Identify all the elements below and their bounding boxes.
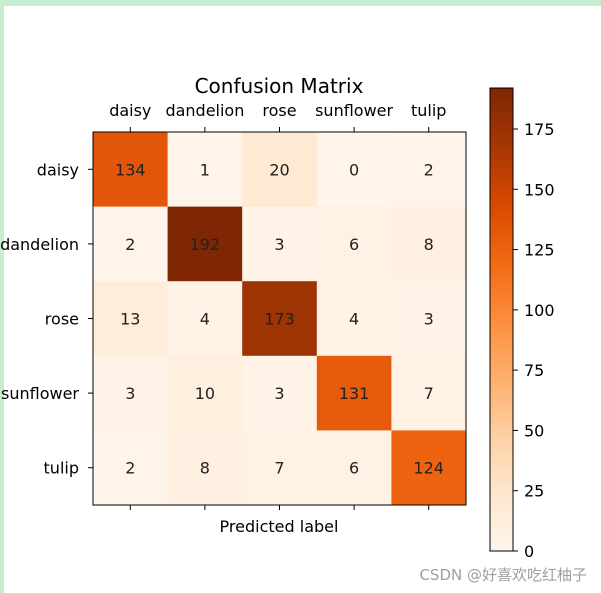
colorbar-tick-label: 100	[524, 301, 555, 320]
y-tick-label: sunflower	[1, 384, 79, 403]
cell-value-label: 192	[190, 235, 221, 254]
cell-value-label: 2	[125, 235, 135, 254]
cell-value-label: 131	[339, 384, 370, 403]
chart-title: Confusion Matrix	[195, 74, 364, 98]
heatmap-cell	[316, 281, 392, 357]
x-axis-label: Predicted label	[220, 517, 339, 536]
y-tick-labels: daisy dandelion rose sunflower tulip	[0, 160, 93, 478]
cell-value-label: 3	[274, 235, 284, 254]
heatmap-cell	[316, 355, 392, 431]
colorbar-tick-label: 175	[524, 120, 555, 139]
colorbar-ticks: 0 25 50 75 100 125 150 175	[513, 120, 555, 561]
heatmap-cells	[93, 132, 467, 506]
heatmap-cell	[391, 206, 467, 282]
cell-value-label: 173	[264, 310, 295, 329]
cell-value-label: 3	[125, 384, 135, 403]
x-tick-label: sunflower	[315, 101, 393, 120]
cell-value-label: 3	[424, 310, 434, 329]
x-tick-label: tulip	[411, 101, 446, 120]
colorbar-tick-label: 125	[524, 241, 555, 260]
heatmap-cell	[391, 281, 467, 357]
heatmap-cell	[391, 355, 467, 431]
colorbar-tick-label: 75	[524, 361, 544, 380]
cell-value-label: 2	[424, 160, 434, 179]
heatmap-cell	[167, 281, 243, 357]
cell-value-label: 8	[200, 459, 210, 478]
cell-value-label: 8	[424, 235, 434, 254]
cell-value-label: 6	[349, 235, 359, 254]
heatmap-cell	[167, 206, 243, 282]
heatmap-cell	[93, 281, 169, 357]
cell-value-label: 4	[349, 310, 359, 329]
heatmap-cell	[93, 132, 169, 208]
cell-value-label: 6	[349, 459, 359, 478]
left-border	[0, 0, 4, 593]
colorbar-tick-label: 150	[524, 180, 555, 199]
heatmap-cell	[242, 132, 318, 208]
heatmap-cell	[167, 355, 243, 431]
x-tick-label: daisy	[109, 101, 151, 120]
colorbar-tick-label: 25	[524, 482, 544, 501]
heatmap-cell	[93, 355, 169, 431]
cell-value-label: 7	[424, 384, 434, 403]
watermark: CSDN @好喜欢吃红柚子	[419, 566, 587, 584]
cell-value-label: 124	[413, 459, 444, 478]
heatmap-cell	[316, 430, 392, 506]
heatmap-cell	[316, 206, 392, 282]
heatmap-cell	[242, 206, 318, 282]
cell-value-label: 1	[200, 160, 210, 179]
heatmap-cell	[242, 355, 318, 431]
heatmap-cell	[167, 430, 243, 506]
cell-value-label: 10	[195, 384, 215, 403]
heatmap-cell	[242, 430, 318, 506]
cell-value-label: 13	[120, 310, 140, 329]
cell-value-labels: 134 1 20 0 22 192 3 6 813 4 173 4 33 10 3 131 72 8 7 6 124	[115, 160, 444, 477]
colorbar-tick-label: 50	[524, 421, 544, 440]
x-tick-label: dandelion	[165, 101, 244, 120]
x-tick-label: rose	[262, 101, 296, 120]
cell-value-label: 7	[274, 459, 284, 478]
heatmap-cell	[316, 132, 392, 208]
top-border	[0, 0, 601, 6]
heatmap-cell	[167, 132, 243, 208]
y-tick-label: tulip	[44, 459, 79, 478]
y-tick-label: dandelion	[0, 235, 79, 254]
cell-value-label: 3	[274, 384, 284, 403]
colorbar-tick-label: 0	[524, 542, 534, 561]
cell-value-label: 20	[269, 160, 289, 179]
heatmap-cell	[93, 430, 169, 506]
heatmap-cell	[391, 132, 467, 208]
cell-value-label: 0	[349, 160, 359, 179]
colorbar	[489, 87, 514, 552]
y-tick-label: daisy	[37, 160, 79, 179]
heatmap-cell	[391, 430, 467, 506]
cell-value-label: 134	[115, 160, 146, 179]
heatmap-cell	[93, 206, 169, 282]
cell-value-label: 2	[125, 459, 135, 478]
cell-value-label: 4	[200, 310, 210, 329]
heatmap-cell	[242, 281, 318, 357]
y-tick-label: rose	[45, 310, 79, 329]
x-tick-labels: daisy dandelion rose sunflower tulip	[109, 101, 446, 510]
